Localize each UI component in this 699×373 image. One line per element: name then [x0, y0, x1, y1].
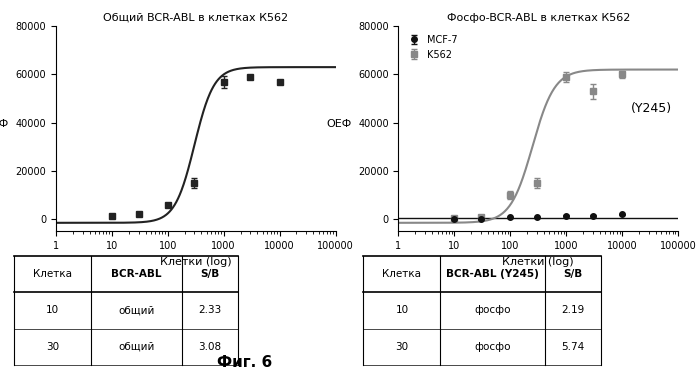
Legend: MCF-7, K562: MCF-7, K562 [403, 31, 461, 64]
Text: BCR-ABL (Y245): BCR-ABL (Y245) [447, 269, 539, 279]
X-axis label: Клетки (log): Клетки (log) [160, 257, 231, 267]
Text: 30: 30 [396, 342, 408, 352]
Text: общий: общий [118, 305, 154, 315]
Title: Фосфо-BCR-ABL в клетках К562: Фосфо-BCR-ABL в клетках К562 [447, 13, 630, 22]
Text: фосфо: фосфо [475, 305, 511, 315]
Text: 10: 10 [396, 305, 408, 315]
Title: Общий BCR-ABL в клетках К562: Общий BCR-ABL в клетках К562 [103, 13, 288, 22]
Text: S/B: S/B [200, 269, 219, 279]
Text: (Y245): (Y245) [630, 102, 672, 115]
Text: 2.33: 2.33 [198, 305, 222, 315]
Text: 5.74: 5.74 [561, 342, 585, 352]
Text: Клетка: Клетка [33, 269, 72, 279]
Text: 3.08: 3.08 [198, 342, 222, 352]
Text: 10: 10 [46, 305, 59, 315]
Text: BCR-ABL: BCR-ABL [111, 269, 161, 279]
Text: Клетка: Клетка [382, 269, 421, 279]
Text: Фиг. 6: Фиг. 6 [217, 355, 273, 370]
Text: фосфо: фосфо [475, 342, 511, 352]
X-axis label: Клетки (log): Клетки (log) [503, 257, 574, 267]
Y-axis label: ОЕФ: ОЕФ [326, 119, 351, 129]
Text: 2.19: 2.19 [561, 305, 585, 315]
Y-axis label: ОЕФ: ОЕФ [0, 119, 8, 129]
Text: S/B: S/B [563, 269, 583, 279]
Text: общий: общий [118, 342, 154, 352]
Text: 30: 30 [46, 342, 59, 352]
